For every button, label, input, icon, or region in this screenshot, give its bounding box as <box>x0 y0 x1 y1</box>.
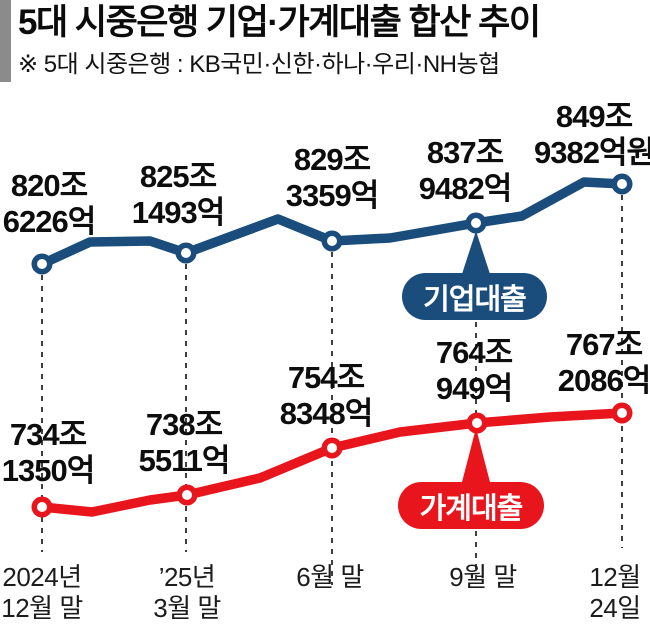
tick-line: ’25년 <box>158 562 216 592</box>
household-value-label: 734조 1350억 <box>1 417 95 489</box>
header-accent-bar <box>0 0 11 82</box>
value-line: 767조 <box>565 327 643 362</box>
household-loan-marker-holes <box>37 408 627 512</box>
household-loan-callout <box>398 428 544 529</box>
tick-line: 12월 말 <box>1 593 83 623</box>
tick-line: 9월 말 <box>449 562 517 592</box>
household-loan-line <box>41 408 623 517</box>
corp-loan-line <box>40 177 623 269</box>
tick-line: 3월 말 <box>153 593 221 623</box>
value-line: 764조 <box>435 335 513 370</box>
value-line: 825조 <box>139 159 217 194</box>
corp-loan-marker-holes <box>37 179 627 269</box>
value-line: 837조 <box>426 135 504 170</box>
tick-line: 24일 <box>589 593 641 623</box>
tick-line: 2024년 <box>2 562 82 592</box>
corp-value-label: 829조 3359억 <box>285 142 379 214</box>
page-title: 5대 시중은행 기업·가계대출 합산 추이 <box>18 3 541 42</box>
x-tick-label: 6월 말 <box>296 562 364 593</box>
value-line: 9382억원 <box>533 135 650 170</box>
x-tick-label: 12월 24일 <box>589 562 641 624</box>
value-line: 949억 <box>435 371 513 406</box>
value-line: 1350억 <box>1 453 95 488</box>
corp-value-label: 820조 6226억 <box>2 168 96 240</box>
tick-line: 12월 <box>589 562 641 592</box>
value-line: 6226억 <box>2 204 96 239</box>
corp-value-label: 825조 1493억 <box>131 159 225 231</box>
value-line: 754조 <box>287 360 365 395</box>
household-loan-callout-bubble <box>398 482 544 529</box>
household-loan-callout-pointer <box>461 428 491 486</box>
household-value-label: 754조 8348억 <box>279 360 373 432</box>
page-subtitle: ※ 5대 시중은행 : KB국민·신한·하나·우리·NH농협 <box>18 51 500 78</box>
corp-value-label: 837조 9482억 <box>418 135 512 207</box>
corp-value-label: 849조 9382억원 <box>534 99 650 171</box>
value-line: 734조 <box>9 417 87 452</box>
value-line: 829조 <box>293 142 371 177</box>
household-loan-legend-label: 가계대출 <box>419 492 524 525</box>
value-line: 2086억 <box>557 363 650 398</box>
household-value-label: 738조 5511억 <box>138 407 231 479</box>
x-tick-label: 9월 말 <box>449 562 517 593</box>
value-line: 5511억 <box>138 443 231 478</box>
value-line: 849조 <box>555 99 633 134</box>
value-line: 1493억 <box>131 195 225 230</box>
x-tick-label: 2024년 12월 말 <box>1 562 83 624</box>
x-tick-label: ’25년 3월 말 <box>153 562 221 624</box>
value-line: 3359억 <box>285 178 379 213</box>
corp-loan-callout-bubble <box>402 273 547 320</box>
value-line: 8348억 <box>279 396 373 431</box>
corp-loan-callout-pointer <box>461 231 491 277</box>
value-line: 738조 <box>145 407 223 442</box>
value-line: 9482억 <box>418 171 512 206</box>
household-value-label: 764조 949억 <box>435 335 513 407</box>
household-value-label: 767조 2086억 <box>558 327 650 399</box>
corp-loan-callout <box>402 231 547 320</box>
corp-loan-legend-label: 기업대출 <box>423 283 527 316</box>
value-line: 820조 <box>10 168 88 203</box>
tick-line: 6월 말 <box>296 562 364 592</box>
